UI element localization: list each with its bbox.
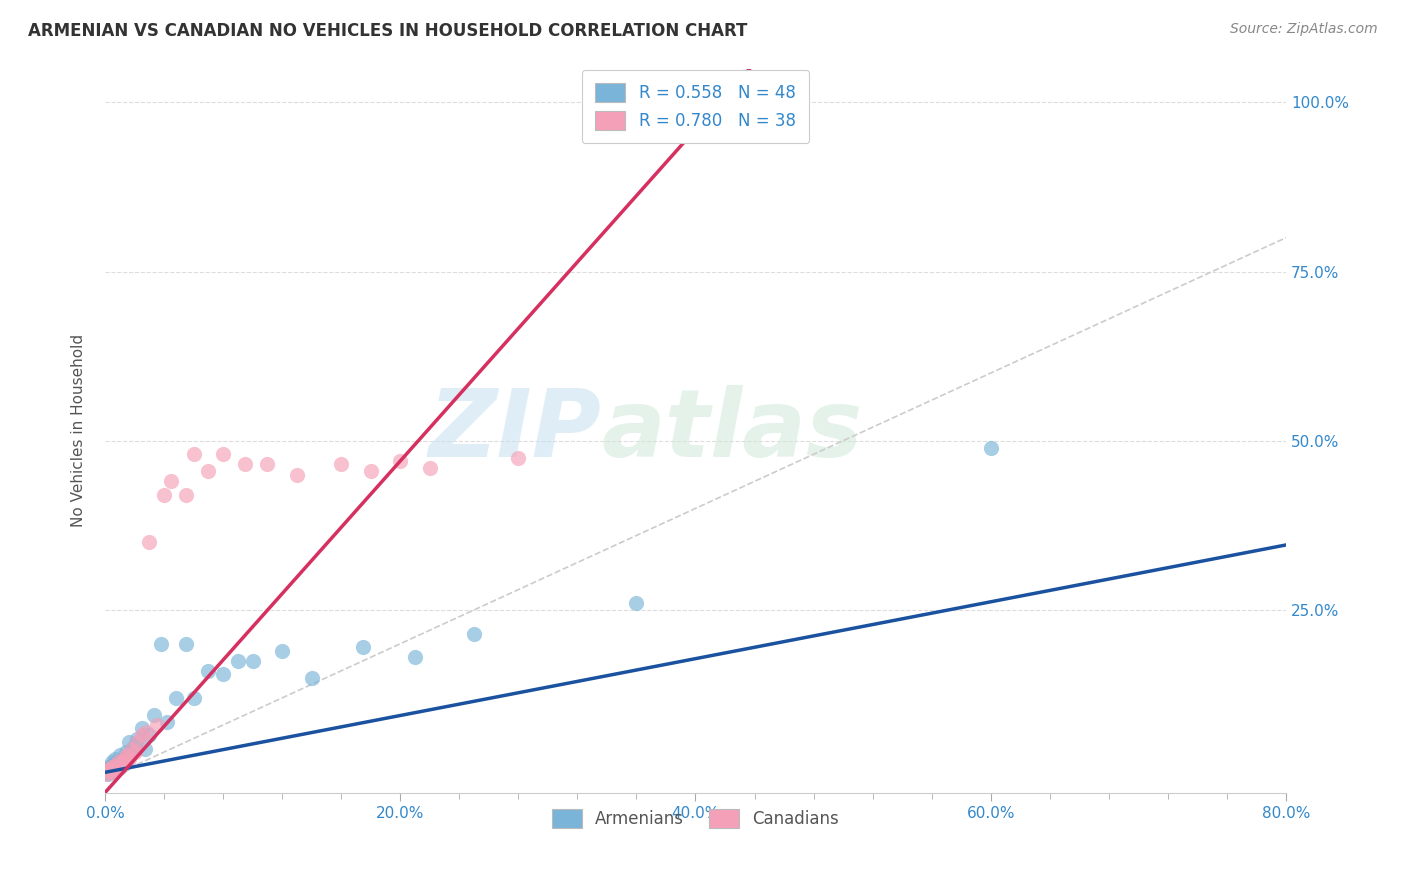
- Point: [980, 441, 1002, 455]
- Point: [108, 760, 131, 774]
- Point: [352, 640, 374, 655]
- Point: [96, 766, 118, 780]
- Point: [112, 757, 135, 772]
- Y-axis label: No Vehicles in Household: No Vehicles in Household: [72, 334, 86, 527]
- Point: [103, 764, 125, 778]
- Point: [655, 95, 678, 110]
- Point: [105, 762, 128, 776]
- Point: [419, 460, 441, 475]
- Point: [463, 626, 485, 640]
- Point: [212, 447, 235, 461]
- Point: [360, 464, 382, 478]
- Point: [108, 748, 131, 763]
- Point: [98, 762, 121, 776]
- Point: [121, 741, 143, 756]
- Text: atlas: atlas: [600, 384, 862, 476]
- Point: [98, 760, 121, 774]
- Point: [389, 454, 412, 468]
- Point: [108, 760, 131, 774]
- Point: [115, 752, 138, 766]
- Point: [111, 752, 134, 766]
- Point: [96, 765, 118, 780]
- Point: [183, 447, 205, 461]
- Point: [197, 664, 219, 678]
- Point: [226, 654, 249, 668]
- Point: [142, 707, 165, 722]
- Point: [97, 766, 120, 780]
- Point: [160, 475, 183, 489]
- Point: [117, 752, 139, 766]
- Point: [233, 458, 256, 472]
- Point: [242, 654, 264, 668]
- Point: [135, 724, 157, 739]
- Point: [256, 458, 278, 472]
- Legend: Armenians, Canadians: Armenians, Canadians: [546, 803, 846, 835]
- Point: [138, 728, 160, 742]
- Point: [101, 760, 124, 774]
- Point: [153, 488, 176, 502]
- Text: ARMENIAN VS CANADIAN NO VEHICLES IN HOUSEHOLD CORRELATION CHART: ARMENIAN VS CANADIAN NO VEHICLES IN HOUS…: [28, 22, 748, 40]
- Point: [101, 762, 124, 776]
- Point: [104, 758, 127, 772]
- Point: [107, 758, 129, 772]
- Point: [131, 728, 153, 742]
- Point: [112, 755, 135, 769]
- Point: [183, 690, 205, 705]
- Point: [100, 765, 122, 780]
- Point: [150, 637, 173, 651]
- Point: [212, 667, 235, 681]
- Point: [103, 757, 125, 772]
- Point: [127, 731, 149, 746]
- Point: [138, 535, 160, 549]
- Point: [100, 765, 122, 780]
- Point: [104, 760, 127, 774]
- Point: [271, 643, 294, 657]
- Point: [124, 745, 146, 759]
- Point: [156, 714, 179, 729]
- Point: [626, 596, 648, 610]
- Point: [98, 764, 121, 778]
- Point: [508, 450, 530, 465]
- Point: [404, 650, 426, 665]
- Point: [124, 739, 146, 753]
- Point: [103, 764, 125, 778]
- Point: [145, 718, 167, 732]
- Point: [111, 753, 134, 767]
- Point: [114, 745, 136, 759]
- Point: [100, 758, 122, 772]
- Point: [117, 735, 139, 749]
- Point: [121, 741, 143, 756]
- Point: [301, 671, 323, 685]
- Point: [97, 764, 120, 778]
- Point: [197, 464, 219, 478]
- Point: [114, 750, 136, 764]
- Point: [97, 762, 120, 776]
- Text: ZIP: ZIP: [427, 384, 600, 476]
- Point: [105, 755, 128, 769]
- Point: [165, 690, 187, 705]
- Point: [330, 458, 353, 472]
- Point: [110, 757, 132, 772]
- Point: [134, 741, 156, 756]
- Point: [104, 752, 127, 766]
- Point: [174, 637, 197, 651]
- Point: [107, 755, 129, 769]
- Point: [101, 755, 124, 769]
- Point: [131, 722, 153, 736]
- Point: [115, 748, 138, 763]
- Point: [174, 488, 197, 502]
- Point: [285, 467, 308, 482]
- Point: [120, 748, 142, 763]
- Point: [110, 755, 132, 769]
- Point: [105, 762, 128, 776]
- Point: [127, 735, 149, 749]
- Text: Source: ZipAtlas.com: Source: ZipAtlas.com: [1230, 22, 1378, 37]
